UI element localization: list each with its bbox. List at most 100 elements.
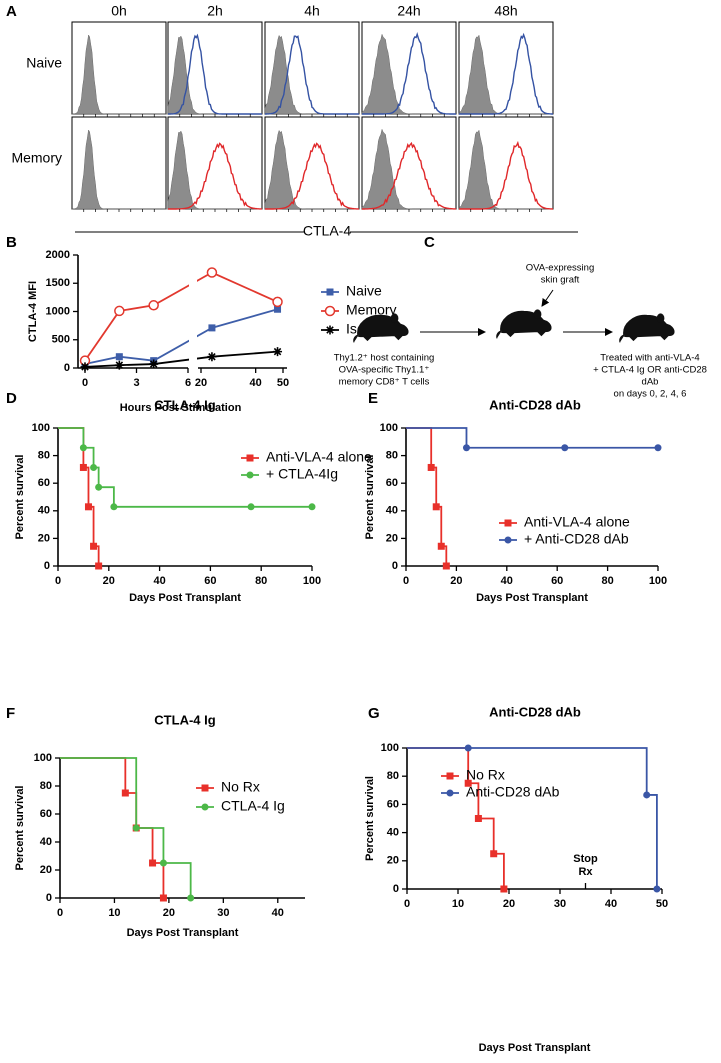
histogram-outline xyxy=(362,141,456,210)
schematic-label: OVA-specific Thy1.1⁺ xyxy=(339,365,430,376)
x-tick-label: 30 xyxy=(554,898,566,910)
legend-label: No Rx xyxy=(466,767,505,783)
y-tick-label: 40 xyxy=(38,505,50,517)
legend-marker xyxy=(446,772,454,780)
data-point xyxy=(79,444,87,452)
legend-label: Anti-CD28 dAb xyxy=(466,784,560,800)
y-axis-label: Percent survival xyxy=(14,455,26,540)
y-tick-label: 100 xyxy=(381,742,399,754)
x-axis-label: Hours Post Stimulation xyxy=(120,402,242,414)
chart-title: Anti-CD28 dAb xyxy=(489,704,581,719)
data-point xyxy=(653,885,661,893)
survival-curve xyxy=(58,427,312,508)
schematic-label: + CTLA-4 Ig OR anti-CD28 xyxy=(593,365,707,376)
x-tick-label: 0 xyxy=(404,898,410,910)
data-point xyxy=(208,324,216,332)
x-tick-label: 20 xyxy=(163,907,175,919)
x-tick-label: 40 xyxy=(272,907,284,919)
data-point xyxy=(206,267,218,278)
row-label: Naive xyxy=(26,55,62,71)
row-label: Memory xyxy=(11,150,62,166)
y-axis-label: Percent survival xyxy=(14,786,26,871)
legend-label: + Anti-CD28 dAb xyxy=(524,531,629,547)
data-point xyxy=(121,789,129,797)
data-point xyxy=(464,779,472,787)
x-tick-label: 3 xyxy=(133,377,139,389)
histogram-fill xyxy=(167,130,262,210)
y-tick-label: 80 xyxy=(387,770,399,782)
x-axis-label: Days Post Transplant xyxy=(127,927,239,939)
mouse-icon xyxy=(496,308,552,339)
y-tick-label: 20 xyxy=(387,855,399,867)
mouse-icon xyxy=(353,312,409,343)
legend-marker xyxy=(324,305,336,317)
x-tick-label: 20 xyxy=(195,377,207,389)
arrow xyxy=(541,289,554,307)
data-point xyxy=(159,859,167,867)
data-point xyxy=(643,791,651,799)
data-point xyxy=(95,562,103,570)
y-tick-label: 0 xyxy=(392,560,398,572)
x-axis-label: Days Post Transplant xyxy=(129,592,241,604)
data-point xyxy=(114,360,124,370)
schematic-label: dAb xyxy=(642,377,659,388)
x-tick-label: 50 xyxy=(656,898,668,910)
schematic-label: Thy1.2⁺ host containing xyxy=(334,353,435,364)
legend-marker xyxy=(504,536,512,544)
legend-label: Memory xyxy=(346,302,397,318)
schematic-label: on days 0, 2, 4, 6 xyxy=(614,389,687,400)
histogram-outline xyxy=(459,140,554,210)
data-point xyxy=(79,463,87,471)
x-tick-label: 40 xyxy=(153,575,165,587)
data-point xyxy=(273,347,283,357)
data-point xyxy=(114,305,125,317)
x-tick-label: 60 xyxy=(551,575,563,587)
schematic-label: OVA-expressing xyxy=(526,263,594,274)
y-tick-label: 20 xyxy=(386,532,398,544)
chart-title: Anti-CD28 dAb xyxy=(489,397,581,412)
chart-title: CTLA-4 Ig xyxy=(154,397,215,412)
legend-marker xyxy=(201,784,209,792)
axis-break xyxy=(189,245,197,367)
data-point xyxy=(432,503,440,511)
y-axis-label: CTLA-4 MFI xyxy=(27,281,39,342)
histogram-outline xyxy=(168,33,262,115)
data-point xyxy=(90,542,98,550)
x-tick-label: 30 xyxy=(217,907,229,919)
x-tick-label: 40 xyxy=(605,898,617,910)
x-tick-label: 10 xyxy=(452,898,464,910)
y-tick-label: 100 xyxy=(34,752,52,764)
legend-label: Naive xyxy=(346,283,382,299)
data-point xyxy=(132,824,140,832)
survival-curve xyxy=(407,747,658,889)
data-point xyxy=(149,859,157,867)
y-tick-label: 100 xyxy=(32,422,50,434)
legend-marker xyxy=(504,519,512,527)
x-tick-label: 60 xyxy=(204,575,216,587)
histogram-fill xyxy=(361,33,456,115)
histogram-fill xyxy=(264,129,359,210)
legend-marker xyxy=(325,325,335,335)
histogram-fill xyxy=(458,129,553,210)
x-tick-label: 100 xyxy=(303,575,321,587)
data-point xyxy=(207,352,217,362)
data-point xyxy=(149,359,159,369)
data-point xyxy=(247,503,255,511)
x-tick-label: 20 xyxy=(503,898,515,910)
panel-label: E xyxy=(368,390,378,407)
y-axis-label: Percent survival xyxy=(364,455,376,540)
legend-label: Anti-VLA-4 alone xyxy=(266,449,372,465)
panel-label: F xyxy=(6,705,15,722)
data-point xyxy=(272,296,283,308)
data-point xyxy=(148,300,159,311)
annotation: Rx xyxy=(578,866,593,878)
y-tick-label: 0 xyxy=(46,892,52,904)
y-tick-label: 100 xyxy=(380,422,398,434)
y-tick-label: 40 xyxy=(386,505,398,517)
data-point xyxy=(115,353,123,361)
y-tick-label: 80 xyxy=(38,450,50,462)
y-tick-label: 60 xyxy=(38,477,50,489)
data-point xyxy=(187,894,195,902)
series-line xyxy=(84,350,278,368)
x-tick-label: 6 xyxy=(185,377,191,389)
